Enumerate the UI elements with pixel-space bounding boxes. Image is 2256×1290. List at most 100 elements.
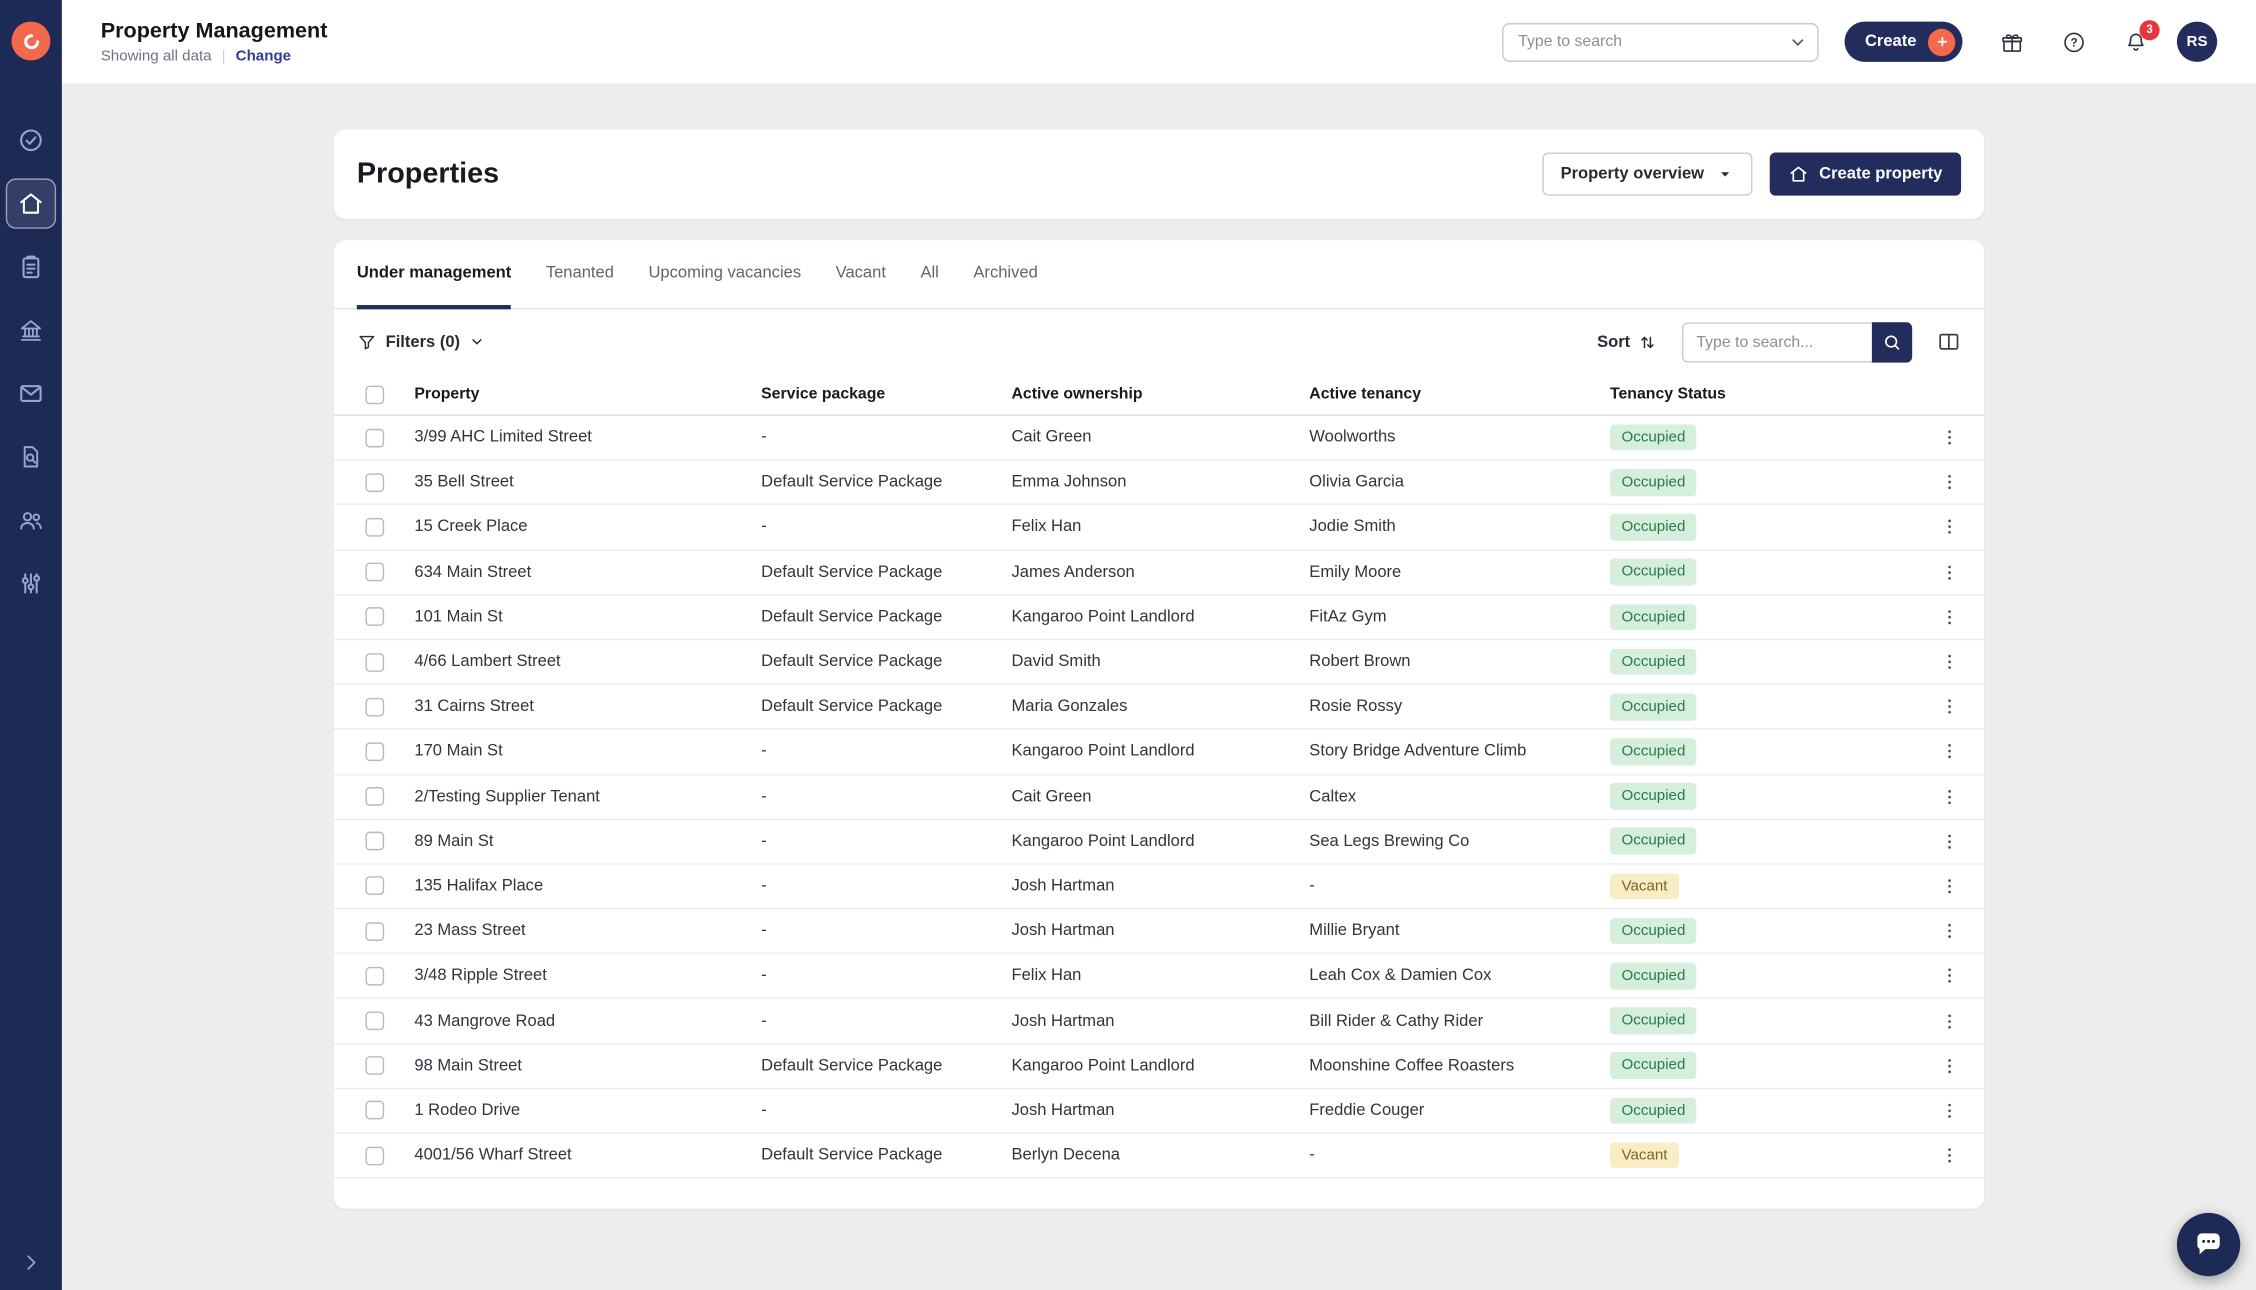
home-icon[interactable] [5, 178, 57, 229]
change-scope-link[interactable]: Change [235, 47, 292, 65]
table-row[interactable]: 1 Rodeo Drive - Josh Hartman Freddie Cou… [333, 1089, 1985, 1134]
cell-property: 89 Main St [414, 832, 494, 851]
row-menu-icon[interactable] [1937, 828, 1963, 854]
row-checkbox[interactable] [365, 1101, 385, 1120]
row-checkbox[interactable] [365, 1011, 385, 1031]
inspections-icon[interactable] [6, 432, 56, 482]
row-checkbox[interactable] [365, 921, 385, 941]
row-menu-icon[interactable] [1937, 918, 1963, 944]
tab-vacant[interactable]: Vacant [835, 264, 886, 282]
row-checkbox[interactable] [365, 1056, 385, 1076]
gift-icon[interactable] [2000, 29, 2024, 53]
row-menu-icon[interactable] [1937, 1143, 1963, 1169]
columns-icon[interactable] [1937, 329, 1961, 353]
row-menu-icon[interactable] [1937, 604, 1963, 630]
sort-button[interactable]: Sort [1597, 332, 1657, 352]
table-row[interactable]: 634 Main Street Default Service Package … [333, 550, 1985, 596]
cell-property: 15 Creek Place [414, 518, 528, 536]
global-search-input[interactable] [1503, 33, 1789, 51]
top-bar: Property Management Showing all data | C… [61, 0, 2256, 84]
chat-launcher-icon[interactable] [2176, 1212, 2241, 1277]
row-checkbox[interactable] [365, 473, 385, 492]
table-row[interactable]: 35 Bell Street Default Service Package E… [333, 461, 1985, 506]
filters-button[interactable]: Filters (0) [357, 332, 485, 352]
table-row[interactable]: 43 Mangrove Road - Josh Hartman Bill Rid… [333, 999, 1985, 1045]
search-icon[interactable] [1871, 321, 1913, 362]
mail-icon[interactable] [6, 368, 56, 418]
column-header-service-package[interactable]: Service package [761, 385, 886, 403]
tab-under-management[interactable]: Under management [356, 240, 512, 310]
row-menu-icon[interactable] [1937, 873, 1963, 899]
row-checkbox[interactable] [365, 832, 385, 851]
table-row[interactable]: 98 Main Street Default Service Package K… [333, 1044, 1985, 1089]
row-menu-icon[interactable] [1937, 963, 1963, 989]
help-icon[interactable]: ? [2062, 29, 2086, 53]
table-row[interactable]: 2/Testing Supplier Tenant - Cait Green C… [333, 775, 1985, 820]
select-all-checkbox[interactable] [365, 384, 385, 404]
bank-icon[interactable] [6, 305, 56, 355]
row-checkbox[interactable] [365, 607, 385, 627]
table-row[interactable]: 3/48 Ripple Street - Felix Han Leah Cox … [333, 954, 1985, 1000]
row-checkbox[interactable] [365, 787, 385, 806]
chevron-down-icon[interactable] [1789, 32, 1808, 51]
tab-upcoming-vacancies[interactable]: Upcoming vacancies [648, 264, 802, 282]
row-checkbox[interactable] [365, 742, 385, 761]
column-header-active-tenancy[interactable]: Active tenancy [1309, 385, 1422, 403]
column-header-active-ownership[interactable]: Active ownership [1011, 385, 1143, 403]
table-row[interactable]: 89 Main St - Kangaroo Point Landlord Sea… [333, 820, 1985, 865]
tasks-icon[interactable] [6, 242, 56, 292]
column-header-tenancy-status[interactable]: Tenancy Status [1610, 385, 1726, 403]
cell-active-tenancy: Freddie Couger [1309, 1101, 1425, 1120]
table-row[interactable]: 101 Main St Default Service Package Kang… [333, 595, 1985, 641]
sort-label: Sort [1597, 333, 1631, 351]
row-checkbox[interactable] [365, 428, 385, 447]
table-row[interactable]: 135 Halifax Place - Josh Hartman - Vacan… [333, 865, 1985, 910]
cell-service-package: - [761, 787, 767, 806]
create-button[interactable]: Create [1844, 21, 1963, 62]
row-checkbox[interactable] [365, 517, 385, 537]
row-menu-icon[interactable] [1937, 514, 1963, 540]
property-overview-dropdown[interactable]: Property overview [1541, 152, 1753, 196]
cell-active-tenancy: - [1309, 1146, 1315, 1165]
table-row[interactable]: 170 Main St - Kangaroo Point Landlord St… [333, 730, 1985, 775]
row-checkbox[interactable] [365, 697, 385, 717]
row-checkbox[interactable] [365, 652, 385, 672]
table-row[interactable]: 15 Creek Place - Felix Han Jodie Smith O… [333, 506, 1985, 551]
row-menu-icon[interactable] [1937, 1053, 1963, 1079]
row-checkbox[interactable] [365, 562, 385, 582]
contacts-icon[interactable] [6, 495, 56, 545]
table-row[interactable]: 23 Mass Street - Josh Hartman Millie Bry… [333, 909, 1985, 955]
row-menu-icon[interactable] [1937, 469, 1963, 495]
create-property-button[interactable]: Create property [1770, 152, 1962, 196]
table-row[interactable]: 4/66 Lambert Street Default Service Pack… [333, 640, 1985, 686]
avatar[interactable]: RS [2176, 21, 2218, 62]
tab-tenanted[interactable]: Tenanted [545, 264, 614, 282]
tab-all[interactable]: All [920, 264, 939, 282]
tab-archived[interactable]: Archived [973, 264, 1038, 282]
table-row[interactable]: 4001/56 Wharf Street Default Service Pac… [333, 1134, 1985, 1179]
row-checkbox[interactable] [365, 1146, 385, 1165]
dashboard-icon[interactable] [6, 115, 56, 165]
row-menu-icon[interactable] [1937, 1008, 1963, 1034]
cell-active-ownership: David Smith [1011, 653, 1101, 671]
settings-icon[interactable] [6, 558, 56, 608]
row-menu-icon[interactable] [1937, 784, 1963, 810]
row-menu-icon[interactable] [1937, 425, 1963, 451]
column-header-property[interactable]: Property [414, 385, 480, 403]
bell-icon[interactable]: 3 [2124, 19, 2160, 53]
table-row[interactable]: 3/99 AHC Limited Street - Cait Green Woo… [333, 416, 1985, 461]
row-menu-icon[interactable] [1937, 649, 1963, 675]
row-menu-icon[interactable] [1937, 1098, 1963, 1124]
row-checkbox[interactable] [365, 966, 385, 986]
table-row[interactable]: 31 Cairns Street Default Service Package… [333, 685, 1985, 730]
sidebar-expand-icon[interactable] [20, 1252, 42, 1274]
cell-service-package: Default Service Package [761, 698, 943, 716]
row-checkbox[interactable] [365, 876, 385, 896]
row-menu-icon[interactable] [1937, 694, 1963, 720]
cell-active-tenancy: Olivia Garcia [1309, 473, 1405, 492]
app-logo-icon[interactable] [11, 21, 51, 61]
table-search-input[interactable] [1681, 321, 1872, 362]
global-search[interactable] [1502, 22, 1819, 62]
row-menu-icon[interactable] [1937, 739, 1963, 765]
row-menu-icon[interactable] [1937, 559, 1963, 585]
